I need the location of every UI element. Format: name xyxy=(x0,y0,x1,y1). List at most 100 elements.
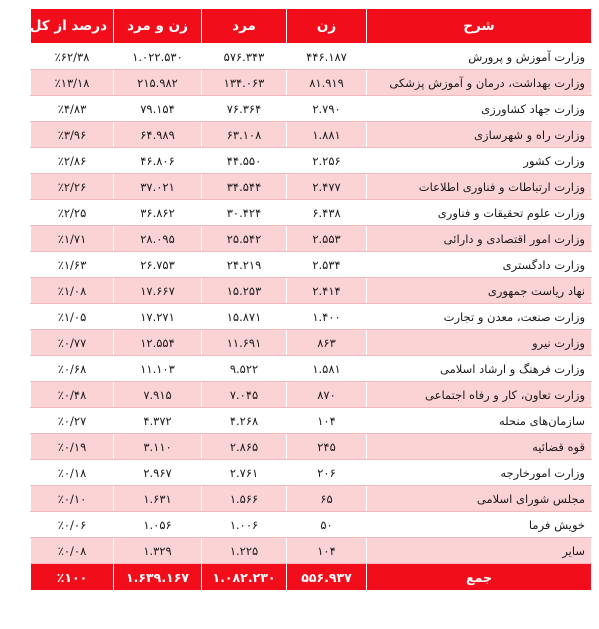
cell-total: ۷۹.۱۵۴ xyxy=(113,95,202,122)
table-row: وزارت کشور ۲.۲۵۶ ۴۴.۵۵۰ ۴۶.۸۰۶ ٪۲/۸۶ xyxy=(30,147,592,174)
cell-women: ۱۰۴ xyxy=(286,537,367,564)
cell-women: ۲۴۵ xyxy=(286,433,367,460)
cell-men: ۲.۷۶۱ xyxy=(201,459,287,486)
table-row: سایر ۱۰۴ ۱.۲۲۵ ۱.۳۲۹ ٪۰/۰۸ xyxy=(30,537,592,564)
table-footer-row: جمع ۵۵۶.۹۳۷ ۱.۰۸۲.۲۳۰ ۱.۶۳۹.۱۶۷ ٪۱۰۰ xyxy=(30,563,592,591)
cell-women: ۱۰۴ xyxy=(286,407,367,434)
cell-women: ۸۶۳ xyxy=(286,329,367,356)
cell-women: ۱.۵۸۱ xyxy=(286,355,367,382)
cell-men: ۱.۰۰۶ xyxy=(201,511,287,538)
cell-total: ۱.۶۳۱ xyxy=(113,485,202,512)
cell-percent: ٪۴/۸۳ xyxy=(30,95,114,122)
cell-title: سازمان‌های منحله xyxy=(366,407,592,434)
cell-percent: ٪۰/۲۷ xyxy=(30,407,114,434)
cell-total: ۳۷.۰۲۱ xyxy=(113,173,202,200)
cell-women: ۲.۵۳۴ xyxy=(286,251,367,278)
cell-men: ۴۴.۵۵۰ xyxy=(201,147,287,174)
cell-title: وزارت آموزش و پرورش xyxy=(366,43,592,70)
cell-total: ۱.۰۵۶ xyxy=(113,511,202,538)
table-row: وزارت امور اقتصادی و دارائی ۲.۵۵۳ ۲۵.۵۴۲ ۲۸… xyxy=(30,225,592,252)
cell-percent: ٪۰/۴۸ xyxy=(30,381,114,408)
cell-women: ۱.۴۰۰ xyxy=(286,303,367,330)
footer-title: جمع xyxy=(366,563,592,591)
cell-title: وزارت راه و شهرسازی xyxy=(366,121,592,148)
table-row: مجلس شورای اسلامی ۶۵ ۱.۵۶۶ ۱.۶۳۱ ٪۰/۱۰ xyxy=(30,485,592,512)
cell-men: ۲۴.۲۱۹ xyxy=(201,251,287,278)
table-row: وزارت فرهنگ و ارشاد اسلامی ۱.۵۸۱ ۹.۵۲۲ ۱۱.۱… xyxy=(30,355,592,382)
cell-women: ۲۰۶ xyxy=(286,459,367,486)
table-row: وزارت ارتباطات و فناوری اطلاعات ۲.۴۷۷ ۳۴.۵… xyxy=(30,173,592,200)
table-row: نهاد ریاست جمهوری ۲.۴۱۴ ۱۵.۲۵۳ ۱۷.۶۶۷ ٪۱/۰۸ xyxy=(30,277,592,304)
table-row: سازمان‌های منحله ۱۰۴ ۴.۲۶۸ ۴.۳۷۲ ٪۰/۲۷ xyxy=(30,407,592,434)
table-row: وزارت آموزش و پرورش ۴۴۶.۱۸۷ ۵۷۶.۳۴۳ ۱.۰۲۲.۵… xyxy=(30,43,592,70)
table-row: وزارت جهاد کشاورزی ۲.۷۹۰ ۷۶.۳۶۴ ۷۹.۱۵۴ ٪۴/۸۳ xyxy=(30,95,592,122)
cell-total: ۱.۰۲۲.۵۳۰ xyxy=(113,43,202,70)
cell-men: ۳۰.۴۲۴ xyxy=(201,199,287,226)
cell-title: وزارت علوم تحقیقات و فناوری xyxy=(366,199,592,226)
cell-women: ۲.۴۱۴ xyxy=(286,277,367,304)
table-row: وزارت امورخارجه ۲۰۶ ۲.۷۶۱ ۲.۹۶۷ ٪۰/۱۸ xyxy=(30,459,592,486)
cell-total: ۶۴.۹۸۹ xyxy=(113,121,202,148)
cell-total: ۱۷.۲۷۱ xyxy=(113,303,202,330)
table-header-row: شرح زن مرد زن و مرد درصد از کل xyxy=(30,8,592,44)
cell-title: وزارت ارتباطات و فناوری اطلاعات xyxy=(366,173,592,200)
table-row: خویش فرما ۵۰ ۱.۰۰۶ ۱.۰۵۶ ٪۰/۰۶ xyxy=(30,511,592,538)
cell-percent: ٪۱/۶۳ xyxy=(30,251,114,278)
cell-percent: ٪۰/۱۸ xyxy=(30,459,114,486)
header-percent: درصد از کل xyxy=(30,8,114,44)
cell-women: ۴۴۶.۱۸۷ xyxy=(286,43,367,70)
cell-women: ۸۷۰ xyxy=(286,381,367,408)
cell-title: وزارت فرهنگ و ارشاد اسلامی xyxy=(366,355,592,382)
cell-title: وزارت کشور xyxy=(366,147,592,174)
employees-table: شرح زن مرد زن و مرد درصد از کل وزارت آمو… xyxy=(30,8,592,591)
header-men: مرد xyxy=(201,8,287,44)
cell-men: ۱۳۴.۰۶۳ xyxy=(201,69,287,96)
cell-percent: ٪۳/۹۶ xyxy=(30,121,114,148)
cell-title: وزارت امور اقتصادی و دارائی xyxy=(366,225,592,252)
table-row: وزارت بهداشت، درمان و آموزش پزشکی ۸۱.۹۱۹ ۱… xyxy=(30,69,592,96)
cell-title: وزارت صنعت، معدن و تجارت xyxy=(366,303,592,330)
cell-total: ۲۸.۰۹۵ xyxy=(113,225,202,252)
cell-men: ۱.۲۲۵ xyxy=(201,537,287,564)
footer-percent: ٪۱۰۰ xyxy=(30,563,114,591)
cell-men: ۷۶.۳۶۴ xyxy=(201,95,287,122)
cell-men: ۶۳.۱۰۸ xyxy=(201,121,287,148)
cell-percent: ٪۲/۲۵ xyxy=(30,199,114,226)
cell-total: ۴.۳۷۲ xyxy=(113,407,202,434)
cell-title: نهاد ریاست جمهوری xyxy=(366,277,592,304)
cell-percent: ٪۱/۰۵ xyxy=(30,303,114,330)
cell-percent: ٪۰/۰۶ xyxy=(30,511,114,538)
cell-total: ۷.۹۱۵ xyxy=(113,381,202,408)
cell-title: وزارت امورخارجه xyxy=(366,459,592,486)
table-row: وزارت نیرو ۸۶۳ ۱۱.۶۹۱ ۱۲.۵۵۴ ٪۰/۷۷ xyxy=(30,329,592,356)
cell-title: سایر xyxy=(366,537,592,564)
cell-percent: ٪۱/۰۸ xyxy=(30,277,114,304)
cell-women: ۲.۲۵۶ xyxy=(286,147,367,174)
cell-percent: ٪۱/۷۱ xyxy=(30,225,114,252)
footer-women: ۵۵۶.۹۳۷ xyxy=(286,563,367,591)
cell-women: ۶۵ xyxy=(286,485,367,512)
cell-total: ۱۲.۵۵۴ xyxy=(113,329,202,356)
table-row: وزارت علوم تحقیقات و فناوری ۶.۴۳۸ ۳۰.۴۲۴ ۳۶… xyxy=(30,199,592,226)
cell-total: ۳۶.۸۶۲ xyxy=(113,199,202,226)
cell-title: قوه قضائیه xyxy=(366,433,592,460)
table-row: وزارت تعاون، کار و رفاه اجتماعی ۸۷۰ ۷.۰۴۵ ۷… xyxy=(30,381,592,408)
cell-men: ۱.۵۶۶ xyxy=(201,485,287,512)
cell-women: ۸۱.۹۱۹ xyxy=(286,69,367,96)
table-row: قوه قضائیه ۲۴۵ ۲.۸۶۵ ۳.۱۱۰ ٪۰/۱۹ xyxy=(30,433,592,460)
cell-title: وزارت تعاون، کار و رفاه اجتماعی xyxy=(366,381,592,408)
cell-women: ۲.۴۷۷ xyxy=(286,173,367,200)
cell-percent: ٪۰/۱۰ xyxy=(30,485,114,512)
cell-percent: ٪۰/۷۷ xyxy=(30,329,114,356)
cell-total: ۲۱۵.۹۸۲ xyxy=(113,69,202,96)
cell-total: ۱.۳۲۹ xyxy=(113,537,202,564)
cell-percent: ٪۲/۸۶ xyxy=(30,147,114,174)
cell-percent: ٪۱۳/۱۸ xyxy=(30,69,114,96)
cell-title: خویش فرما xyxy=(366,511,592,538)
table-row: وزارت راه و شهرسازی ۱.۸۸۱ ۶۳.۱۰۸ ۶۴.۹۸۹ ٪۳/۹… xyxy=(30,121,592,148)
cell-percent: ٪۲/۲۶ xyxy=(30,173,114,200)
cell-title: مجلس شورای اسلامی xyxy=(366,485,592,512)
cell-percent: ٪۰/۱۹ xyxy=(30,433,114,460)
cell-title: وزارت نیرو xyxy=(366,329,592,356)
cell-title: وزارت بهداشت، درمان و آموزش پزشکی xyxy=(366,69,592,96)
